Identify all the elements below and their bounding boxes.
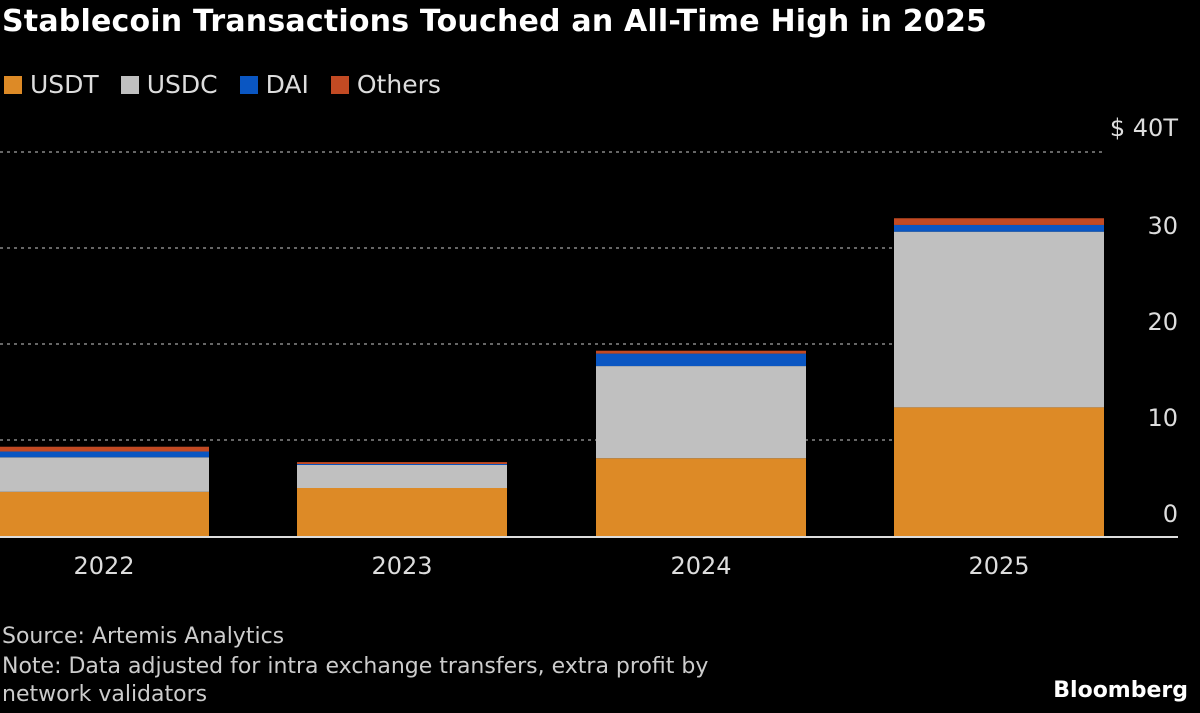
legend-item-others: Others bbox=[330, 70, 441, 99]
note-text-line1: Note: Data adjusted for intra exchange t… bbox=[2, 654, 709, 679]
bar-segment-usdt-2024 bbox=[596, 458, 806, 536]
legend-swatch-usdc bbox=[120, 75, 139, 94]
note-text-line2: network validators bbox=[2, 682, 208, 707]
x-tick-label: 2025 bbox=[968, 552, 1029, 580]
source-text: Source: Artemis Analytics bbox=[2, 624, 285, 649]
legend-label: USDC bbox=[146, 70, 218, 99]
y-tick-label: 0 bbox=[1163, 500, 1178, 528]
bar-segment-usdc-2023 bbox=[297, 464, 507, 488]
bar-segment-others-2023 bbox=[297, 462, 507, 464]
legend-swatch-usdt bbox=[4, 75, 22, 94]
x-tick-label: 2022 bbox=[73, 552, 134, 580]
bar-segment-dai-2022 bbox=[0, 451, 209, 458]
y-tick-label: 10 bbox=[1147, 404, 1178, 432]
legend-swatch-dai bbox=[239, 75, 258, 94]
y-tick-label: $ 40T bbox=[1110, 114, 1178, 142]
bar-segment-dai-2025 bbox=[894, 224, 1104, 232]
bar-segment-usdc-2024 bbox=[596, 366, 806, 459]
bar-segment-others-2025 bbox=[894, 218, 1104, 225]
bloomberg-logo: Bloomberg bbox=[1053, 678, 1188, 703]
chart-title: Stablecoin Transactions Touched an All-T… bbox=[2, 4, 988, 39]
legend-item-usdc: USDC bbox=[120, 70, 218, 99]
legend-label: Others bbox=[356, 70, 441, 99]
bar-segment-usdc-2025 bbox=[894, 231, 1104, 408]
bar-segment-usdt-2022 bbox=[0, 491, 209, 536]
legend-label: DAI bbox=[265, 70, 309, 99]
bar-segment-dai-2024 bbox=[596, 353, 806, 367]
x-tick-label: 2024 bbox=[670, 552, 731, 580]
bar-segment-others-2024 bbox=[596, 350, 806, 354]
legend-item-dai: DAI bbox=[239, 70, 309, 99]
bar-segment-usdt-2025 bbox=[894, 407, 1104, 536]
bar-segment-dai-2023 bbox=[297, 464, 507, 465]
bar-segment-usdt-2023 bbox=[297, 488, 507, 536]
bar-segment-usdc-2022 bbox=[0, 457, 209, 492]
legend-item-usdt: USDT bbox=[4, 70, 99, 99]
y-tick-label: 20 bbox=[1147, 308, 1178, 336]
y-tick-label: 30 bbox=[1147, 212, 1178, 240]
chart-plot: 0 10 20 30 $ 40T 2022 2023 2024 2025 bbox=[0, 114, 1178, 580]
legend-label: USDT bbox=[30, 70, 99, 99]
x-tick-label: 2023 bbox=[371, 552, 432, 580]
legend: USDT USDC DAI Others bbox=[4, 70, 441, 99]
bar-segment-others-2022 bbox=[0, 446, 209, 452]
legend-swatch-others bbox=[330, 75, 349, 94]
